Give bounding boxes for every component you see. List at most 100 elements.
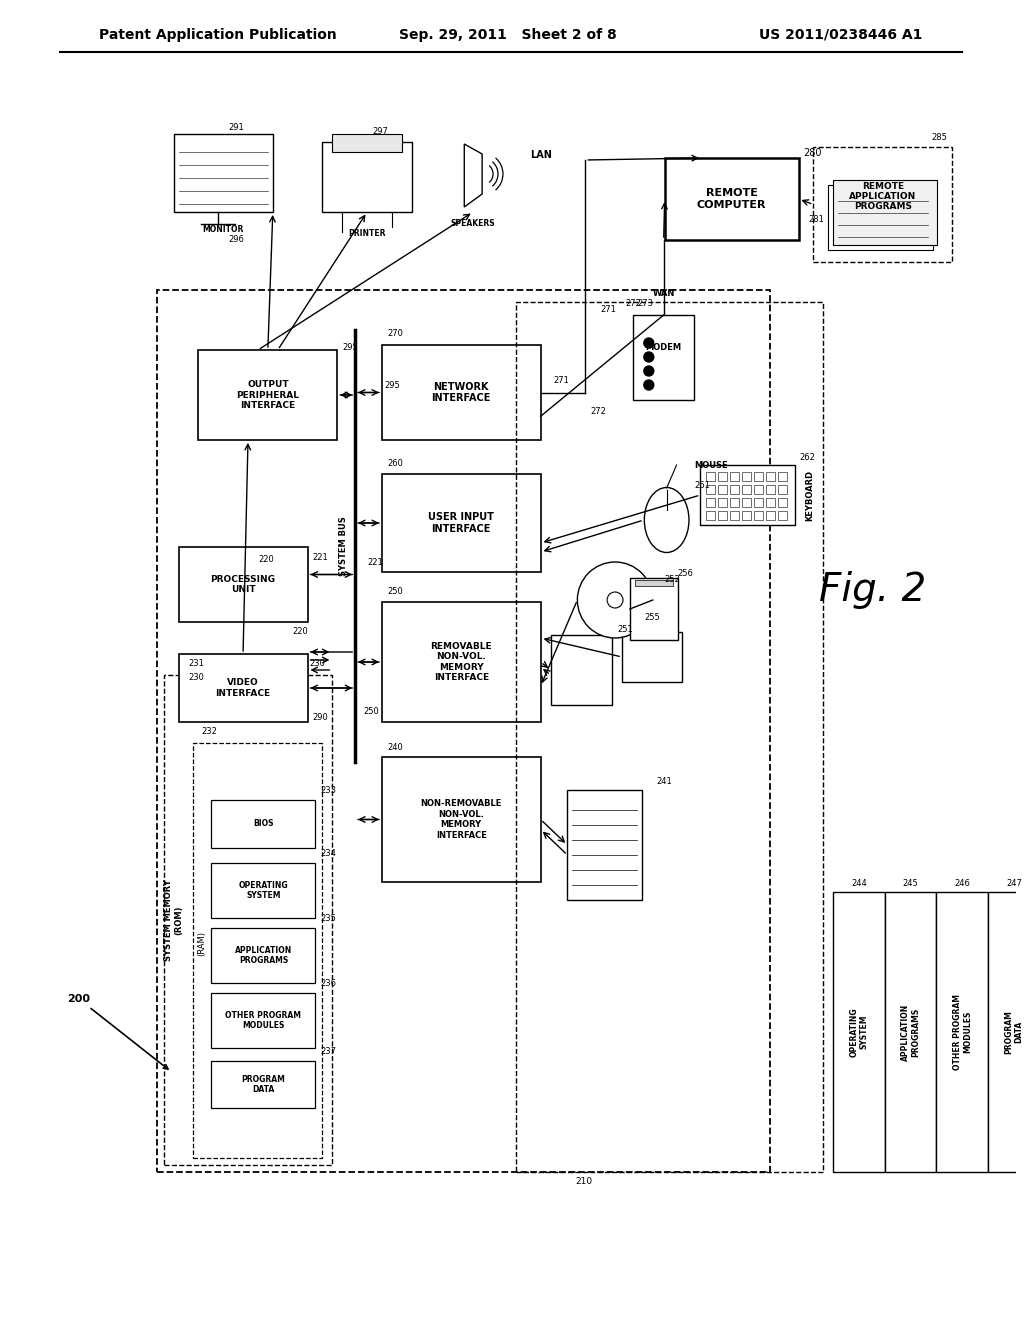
Bar	[199, 350, 337, 440]
Text: 272: 272	[590, 407, 606, 416]
Text: PROGRAM
DATA: PROGRAM DATA	[242, 1074, 286, 1094]
Bar	[567, 789, 642, 900]
Text: OTHER PROGRAM
MODULES: OTHER PROGRAM MODULES	[952, 994, 972, 1071]
Circle shape	[644, 352, 653, 362]
Bar	[700, 465, 795, 525]
Circle shape	[644, 338, 653, 348]
Text: NON-REMOVABLE
NON-VOL.
MEMORY
INTERFACE: NON-REMOVABLE NON-VOL. MEMORY INTERFACE	[421, 800, 502, 840]
Bar	[718, 484, 727, 494]
Bar	[778, 511, 786, 520]
Bar	[630, 578, 678, 640]
Text: VIDEO
INTERFACE: VIDEO INTERFACE	[215, 678, 270, 698]
Ellipse shape	[644, 487, 689, 553]
Bar	[937, 892, 988, 1172]
Bar	[333, 135, 401, 152]
Text: 272: 272	[625, 298, 641, 308]
Text: 220: 220	[258, 556, 273, 565]
Text: OTHER PROGRAM
MODULES: OTHER PROGRAM MODULES	[225, 1011, 301, 1030]
Text: 246: 246	[954, 879, 970, 888]
Bar	[754, 484, 763, 494]
Text: MONITOR: MONITOR	[203, 226, 244, 235]
Bar	[551, 635, 612, 705]
Text: 230: 230	[188, 672, 205, 681]
Bar	[828, 185, 933, 249]
Text: 255: 255	[644, 612, 659, 622]
Bar	[718, 511, 727, 520]
Bar	[707, 484, 715, 494]
Text: 237: 237	[321, 1047, 337, 1056]
Text: 245: 245	[903, 879, 919, 888]
Bar	[516, 302, 823, 1172]
Text: KEYBOARD: KEYBOARD	[805, 470, 814, 520]
Text: PROCESSING
UNIT: PROCESSING UNIT	[211, 574, 275, 594]
Text: 244: 244	[851, 879, 867, 888]
Text: SPEAKERS: SPEAKERS	[451, 219, 496, 228]
Text: 262: 262	[800, 453, 815, 462]
Bar	[778, 498, 786, 507]
Bar	[718, 473, 727, 480]
Bar	[164, 675, 333, 1166]
Bar	[730, 511, 739, 520]
Text: 210: 210	[575, 1177, 593, 1187]
Bar	[622, 632, 682, 682]
Bar	[742, 473, 751, 480]
Bar	[382, 345, 541, 440]
Bar	[766, 473, 775, 480]
Circle shape	[607, 591, 623, 609]
Text: 280: 280	[804, 148, 822, 158]
Text: OPERATING
SYSTEM: OPERATING SYSTEM	[239, 880, 288, 900]
Text: 221: 221	[312, 553, 329, 561]
Bar	[730, 473, 739, 480]
Text: REMOVABLE
NON-VOL.
MEMORY
INTERFACE: REMOVABLE NON-VOL. MEMORY INTERFACE	[430, 642, 493, 682]
Text: PROGRAM
DATA: PROGRAM DATA	[1005, 1010, 1024, 1053]
Text: 261: 261	[694, 480, 711, 490]
Text: 252: 252	[665, 576, 680, 585]
Text: 231: 231	[188, 659, 205, 668]
Bar	[766, 498, 775, 507]
Polygon shape	[464, 144, 482, 207]
Text: 230: 230	[309, 660, 326, 668]
Bar	[323, 143, 412, 213]
Bar	[754, 473, 763, 480]
Text: Fig. 2: Fig. 2	[819, 572, 927, 609]
Text: OUTPUT
PERIPHERAL
INTERFACE: OUTPUT PERIPHERAL INTERFACE	[237, 380, 299, 411]
Text: 232: 232	[202, 726, 217, 735]
Bar	[633, 315, 694, 400]
Bar	[174, 135, 272, 213]
Bar	[178, 546, 307, 622]
Text: BIOS: BIOS	[253, 820, 273, 829]
Text: 281: 281	[809, 215, 824, 224]
Text: REMOTE
COMPUTER: REMOTE COMPUTER	[697, 189, 766, 210]
Text: MODEM: MODEM	[645, 343, 682, 352]
Text: WAN: WAN	[652, 289, 675, 297]
Text: 297: 297	[372, 128, 388, 136]
Text: 271: 271	[554, 376, 569, 385]
Text: 295: 295	[342, 342, 358, 351]
Bar	[885, 892, 937, 1172]
Bar	[211, 863, 315, 917]
Text: 233: 233	[321, 785, 337, 795]
Text: REMOTE
APPLICATION
PROGRAMS: REMOTE APPLICATION PROGRAMS	[849, 182, 916, 211]
Bar	[382, 756, 541, 882]
Bar	[157, 290, 770, 1172]
Text: 271: 271	[600, 305, 616, 314]
Text: 273: 273	[638, 298, 654, 308]
Text: SYSTEM MEMORY
(ROM): SYSTEM MEMORY (ROM)	[164, 879, 183, 961]
Bar	[665, 158, 799, 240]
Text: 234: 234	[321, 849, 336, 858]
Bar	[730, 484, 739, 494]
Bar	[742, 484, 751, 494]
Bar	[635, 579, 673, 586]
Text: 291: 291	[228, 123, 244, 132]
Text: MOUSE: MOUSE	[694, 461, 728, 470]
Bar	[834, 892, 885, 1172]
Bar	[382, 602, 541, 722]
Text: 236: 236	[321, 979, 337, 987]
Text: 256: 256	[678, 569, 693, 578]
Text: 290: 290	[312, 714, 329, 722]
Text: 247: 247	[1006, 879, 1022, 888]
Text: 250: 250	[387, 587, 402, 597]
Text: APPLICATION
PROGRAMS: APPLICATION PROGRAMS	[901, 1003, 921, 1061]
Text: 200: 200	[68, 994, 168, 1069]
Bar	[707, 498, 715, 507]
